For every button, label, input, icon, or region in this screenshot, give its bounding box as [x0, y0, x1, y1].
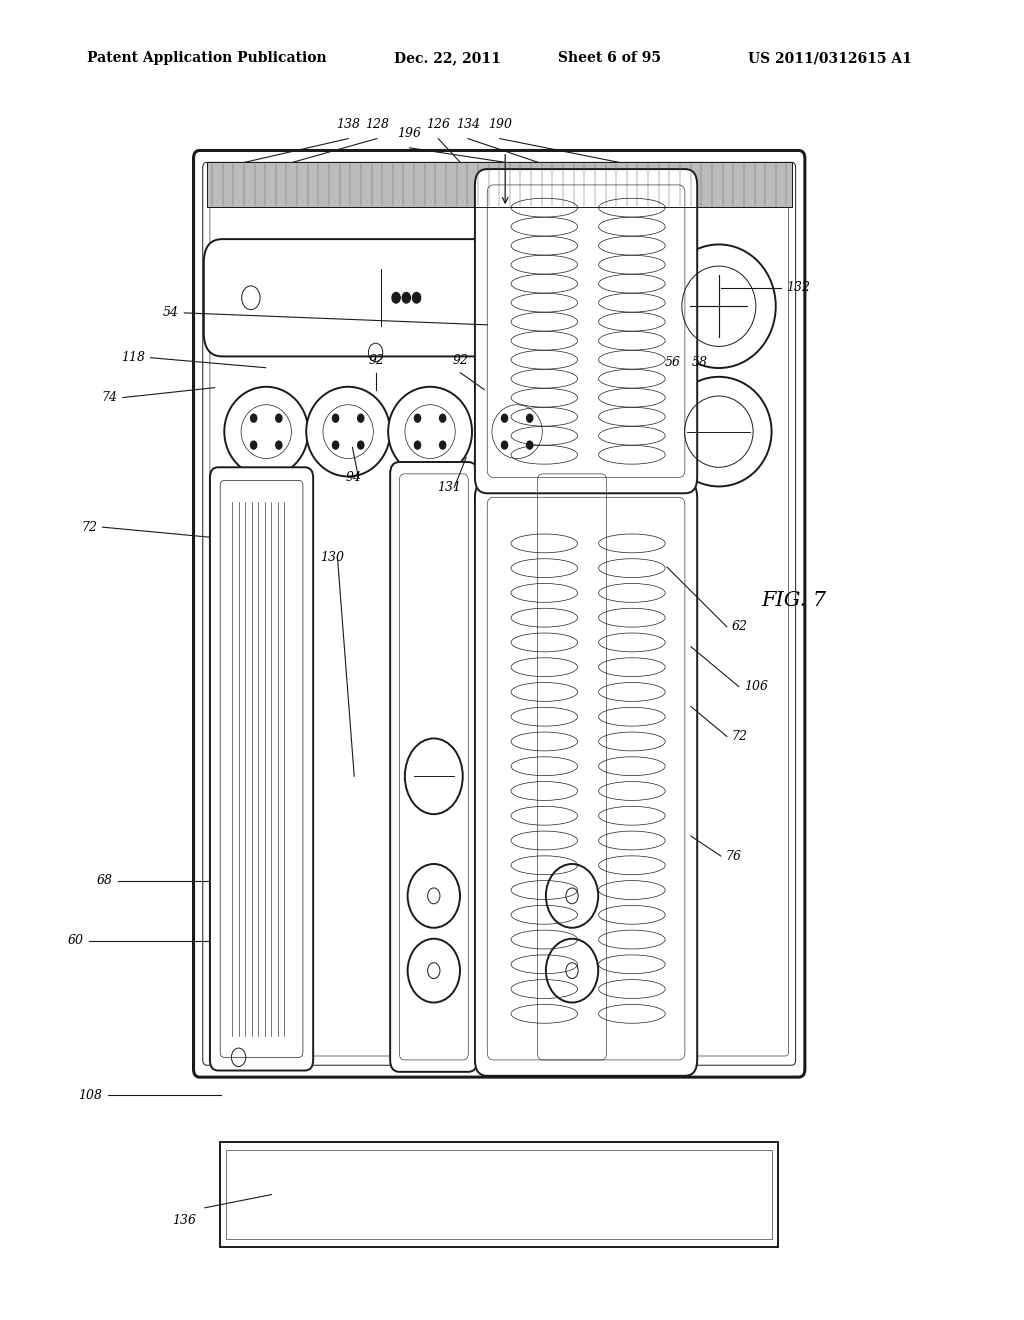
- FancyBboxPatch shape: [194, 150, 805, 1077]
- Text: 92: 92: [369, 354, 384, 367]
- FancyBboxPatch shape: [528, 462, 615, 1072]
- Circle shape: [439, 441, 445, 449]
- Circle shape: [402, 293, 411, 304]
- Text: 136: 136: [172, 1214, 197, 1228]
- Circle shape: [413, 293, 421, 304]
- Circle shape: [415, 414, 421, 422]
- Ellipse shape: [404, 738, 463, 814]
- Circle shape: [526, 441, 532, 449]
- Ellipse shape: [546, 865, 598, 928]
- Circle shape: [251, 414, 257, 422]
- Ellipse shape: [662, 244, 776, 368]
- Text: 56: 56: [665, 356, 681, 370]
- Circle shape: [251, 441, 257, 449]
- FancyBboxPatch shape: [390, 462, 477, 1072]
- Circle shape: [333, 414, 339, 422]
- Circle shape: [357, 414, 364, 422]
- Text: 92: 92: [453, 354, 468, 367]
- Text: 132: 132: [785, 281, 810, 294]
- Text: 72: 72: [732, 730, 748, 743]
- Text: 60: 60: [68, 935, 84, 948]
- Circle shape: [275, 441, 282, 449]
- Bar: [226, 1150, 772, 1239]
- FancyBboxPatch shape: [475, 169, 697, 494]
- Text: Dec. 22, 2011: Dec. 22, 2011: [394, 51, 501, 65]
- Circle shape: [392, 293, 400, 304]
- Text: 68: 68: [96, 874, 113, 887]
- Text: 134: 134: [456, 117, 480, 131]
- Text: 54: 54: [163, 306, 179, 319]
- Circle shape: [275, 414, 282, 422]
- Text: 138: 138: [336, 117, 360, 131]
- Bar: [207, 162, 792, 207]
- Circle shape: [333, 441, 339, 449]
- Ellipse shape: [388, 387, 472, 477]
- FancyBboxPatch shape: [210, 467, 313, 1071]
- Circle shape: [502, 414, 508, 422]
- Ellipse shape: [306, 387, 390, 477]
- Ellipse shape: [224, 387, 308, 477]
- Text: 130: 130: [321, 550, 344, 564]
- Circle shape: [439, 414, 445, 422]
- Circle shape: [357, 441, 364, 449]
- Text: 118: 118: [122, 351, 145, 364]
- Circle shape: [502, 441, 508, 449]
- Ellipse shape: [408, 939, 460, 1002]
- Text: 62: 62: [732, 620, 748, 634]
- Ellipse shape: [475, 387, 559, 477]
- Text: FIG. 7: FIG. 7: [761, 591, 826, 610]
- Text: 58: 58: [692, 356, 708, 370]
- Text: 76: 76: [726, 850, 742, 862]
- Text: 72: 72: [81, 520, 97, 533]
- Text: Sheet 6 of 95: Sheet 6 of 95: [558, 51, 662, 65]
- Circle shape: [415, 441, 421, 449]
- Text: 108: 108: [79, 1089, 102, 1102]
- Circle shape: [526, 414, 532, 422]
- Text: 196: 196: [397, 127, 422, 140]
- Text: 126: 126: [426, 117, 451, 131]
- Text: 128: 128: [365, 117, 389, 131]
- FancyBboxPatch shape: [475, 482, 697, 1076]
- Text: Patent Application Publication: Patent Application Publication: [87, 51, 327, 65]
- FancyBboxPatch shape: [204, 239, 493, 356]
- Text: 190: 190: [487, 117, 512, 131]
- Ellipse shape: [408, 865, 460, 928]
- Text: US 2011/0312615 A1: US 2011/0312615 A1: [748, 51, 911, 65]
- Text: 106: 106: [743, 680, 768, 693]
- FancyBboxPatch shape: [523, 469, 542, 1065]
- Text: 131: 131: [437, 480, 461, 494]
- Bar: [220, 1142, 778, 1247]
- Text: 94: 94: [345, 471, 361, 484]
- Text: 74: 74: [101, 391, 118, 404]
- Ellipse shape: [667, 376, 771, 487]
- Ellipse shape: [546, 939, 598, 1002]
